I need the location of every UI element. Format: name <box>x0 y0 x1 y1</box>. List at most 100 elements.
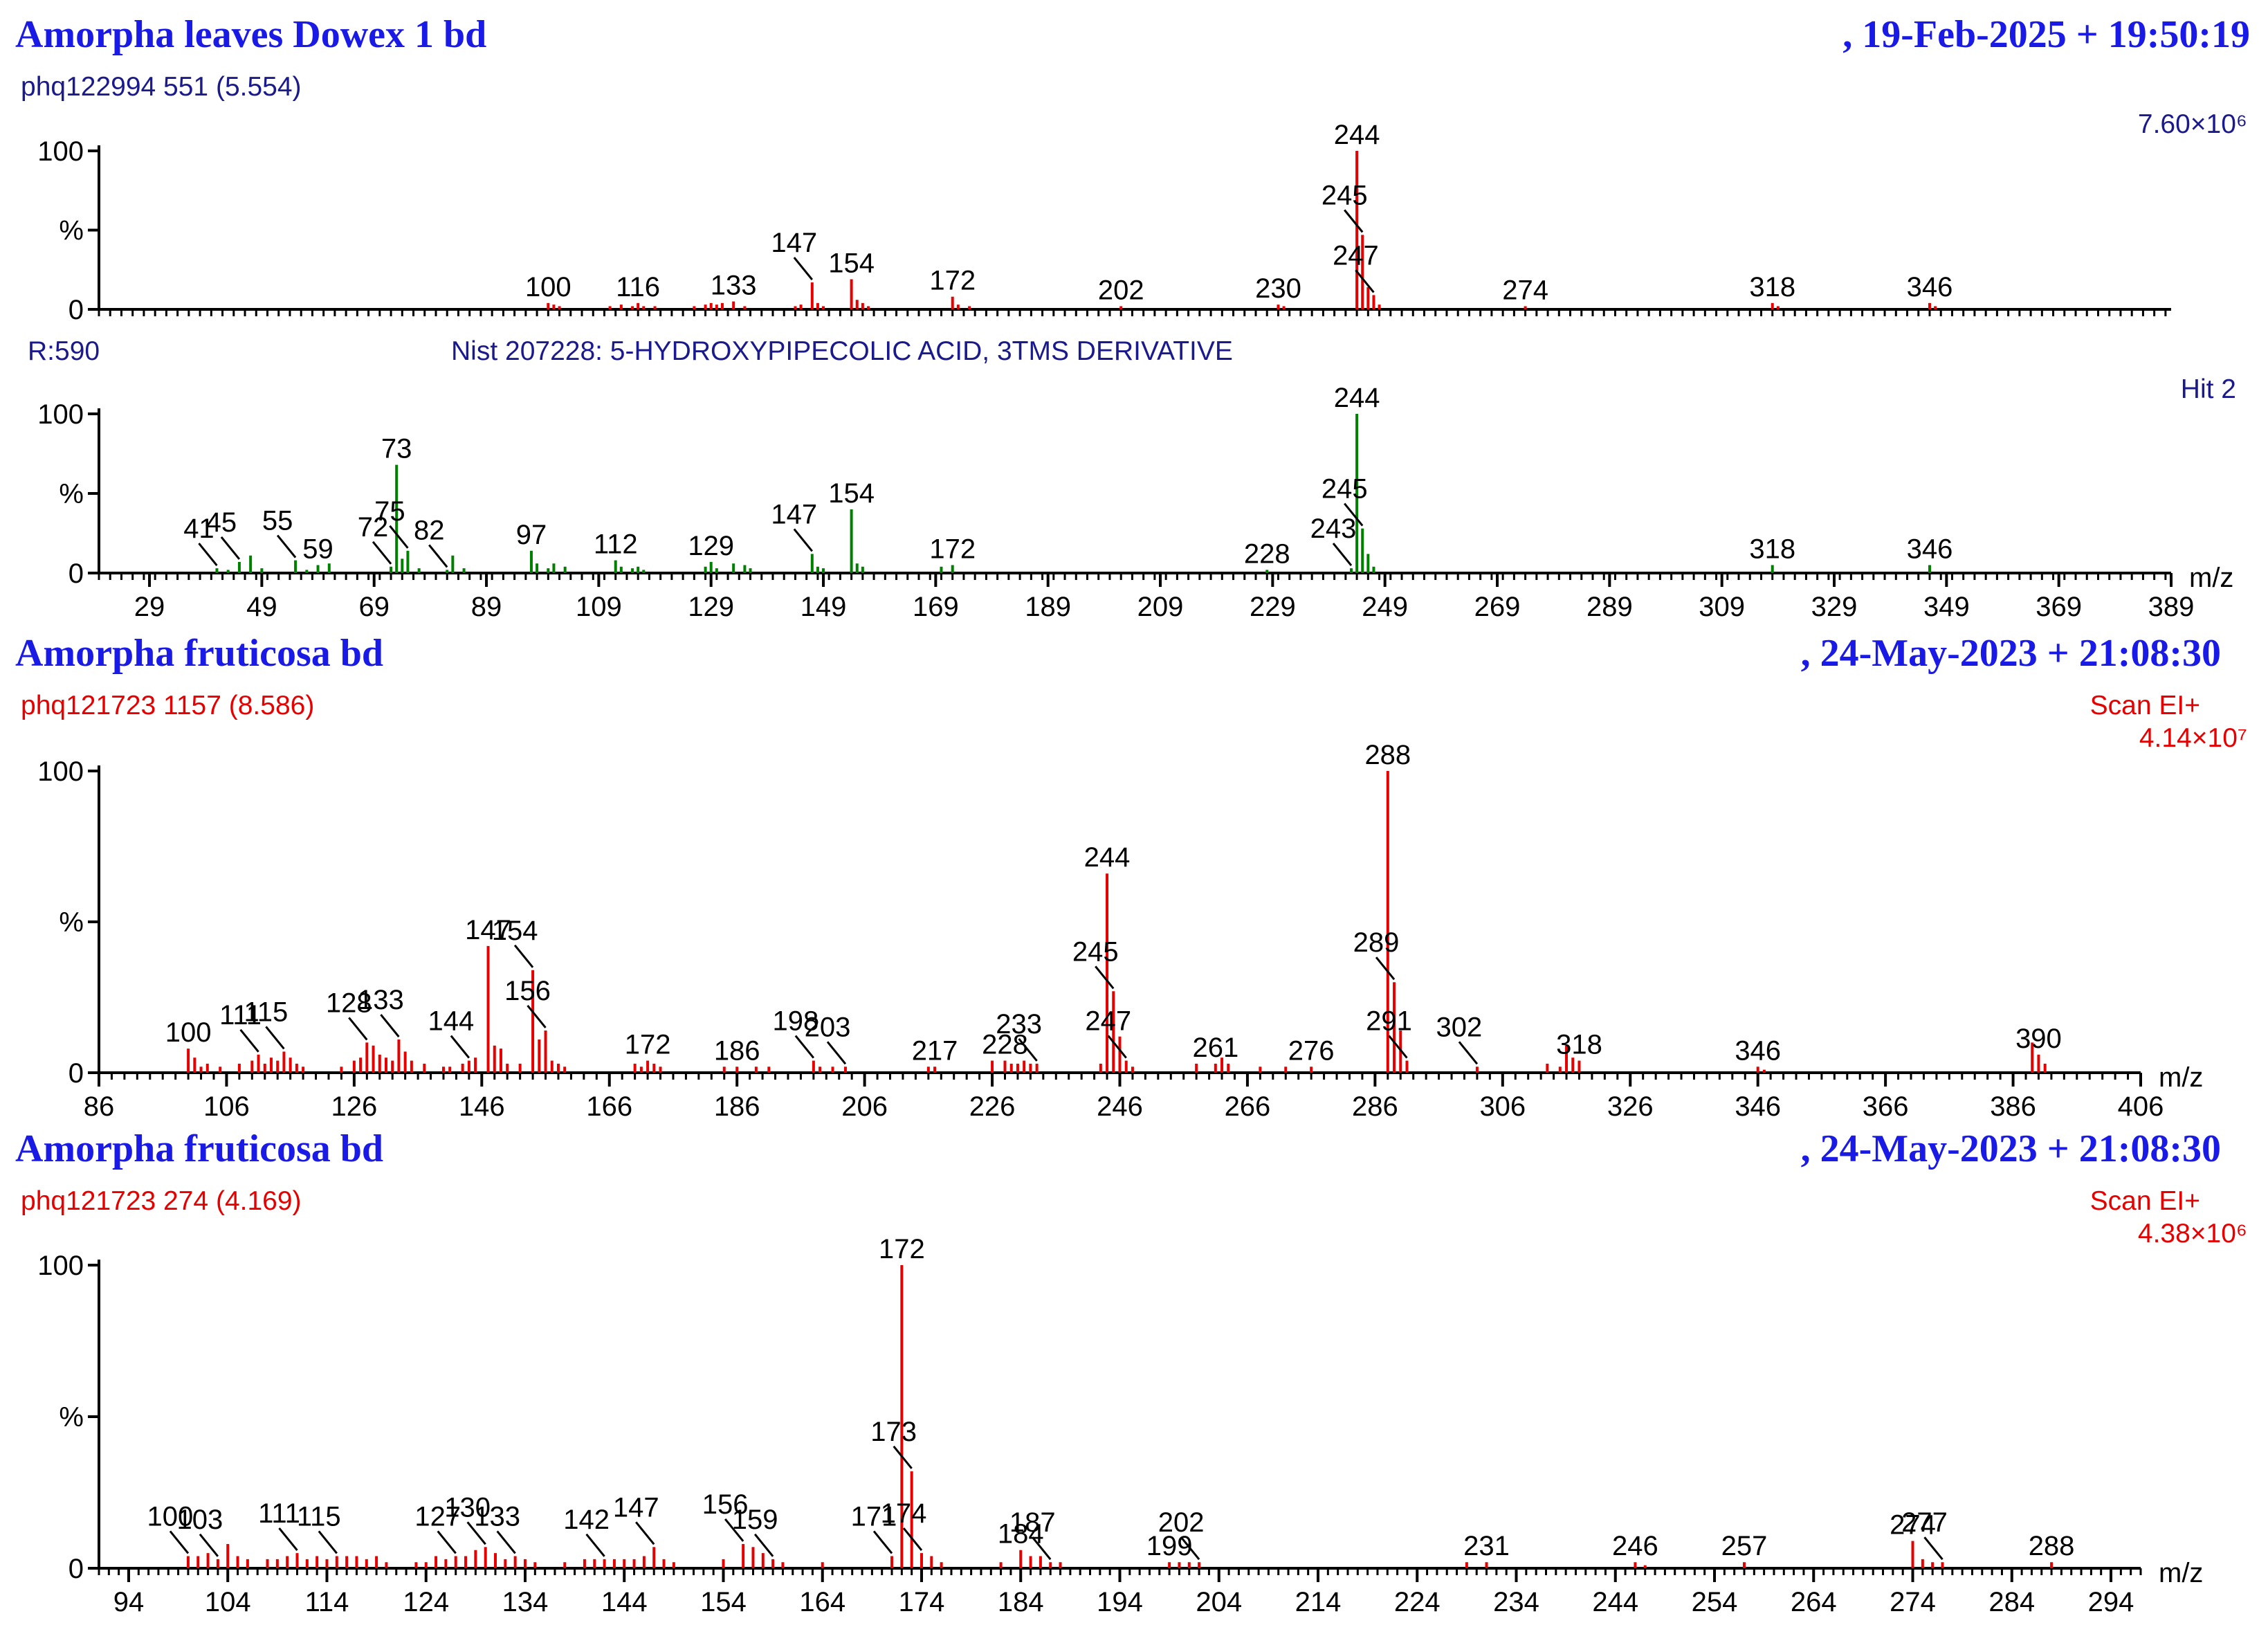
peak-label: 277 <box>1901 1507 1948 1538</box>
x-tick-label: 226 <box>969 1091 1016 1122</box>
acquisition-timestamp: , 19-Feb-2025 + 19:50:19 <box>1842 13 2250 56</box>
x-tick-label: 149 <box>801 592 847 622</box>
x-tick-label: 166 <box>586 1091 632 1122</box>
peak-label: 111 <box>219 1000 262 1031</box>
peak-label: 202 <box>1098 275 1144 305</box>
x-tick-label: 104 <box>205 1587 251 1617</box>
x-tick-label: 204 <box>1196 1587 1242 1617</box>
x-tick-label: 164 <box>799 1587 845 1617</box>
x-tick-label: 169 <box>913 592 959 622</box>
peak-label: 154 <box>828 478 875 509</box>
peak-label: 203 <box>805 1012 851 1042</box>
x-tick-label: 266 <box>1225 1091 1271 1122</box>
acquisition-timestamp: , 24-May-2023 + 21:08:30 <box>1800 1127 2221 1170</box>
peak-label-leader <box>437 1530 457 1554</box>
x-tick-label: 326 <box>1607 1091 1654 1122</box>
x-tick-label: 89 <box>471 592 502 622</box>
peak-label: 173 <box>870 1417 917 1447</box>
peak-label: 75 <box>374 496 405 527</box>
y-tick-label: 0 <box>68 295 84 325</box>
peak-label: 130 <box>444 1492 491 1523</box>
x-tick-label: 244 <box>1592 1587 1638 1617</box>
intensity-scale: 7.60×10⁶ <box>2137 109 2247 139</box>
peak-label: 172 <box>929 534 976 565</box>
peak-label: 172 <box>625 1030 671 1060</box>
x-tick-label: 124 <box>403 1587 449 1617</box>
sample-title: Amorpha leaves Dowex 1 bd <box>15 13 487 56</box>
peak-label-leader <box>1388 1035 1408 1059</box>
x-tick-label: 144 <box>601 1587 648 1617</box>
x-tick-label: 389 <box>2148 592 2195 622</box>
peak-label: 147 <box>613 1492 659 1523</box>
hit-rank: Hit 2 <box>2180 374 2236 404</box>
peak-label-leader <box>826 1041 847 1065</box>
peak-label-leader <box>1107 1035 1127 1059</box>
x-tick-label: 109 <box>576 592 622 622</box>
peak-label: 133 <box>358 985 404 1015</box>
x-tick-label: 114 <box>305 1587 349 1617</box>
x-tick-label: 349 <box>1923 592 1970 622</box>
scan-id: phq121723 1157 (8.586) <box>21 691 315 720</box>
x-tick-label: 224 <box>1394 1587 1441 1617</box>
peak-label-leader <box>513 944 534 968</box>
x-tick-label: 129 <box>688 592 734 622</box>
peak-label-leader <box>585 1533 605 1557</box>
peak-label: 73 <box>381 434 412 464</box>
y-tick-label: % <box>59 479 84 509</box>
x-tick-label: 286 <box>1352 1091 1398 1122</box>
match-score: R:590 <box>28 336 100 366</box>
x-tick-label: 289 <box>1586 592 1633 622</box>
peak-label: 346 <box>1735 1035 1781 1066</box>
x-tick-label: 174 <box>899 1587 945 1617</box>
peak-label-leader <box>428 544 448 568</box>
peak-label-leader <box>389 525 409 549</box>
peak-label: 276 <box>1288 1035 1335 1066</box>
peak-label: 172 <box>929 266 976 296</box>
intensity-scale: 4.38×10⁶ <box>2137 1219 2247 1249</box>
peak-label: 346 <box>1907 534 1953 565</box>
x-tick-label: 284 <box>1988 1587 2035 1617</box>
peak-label-leader <box>872 1530 893 1554</box>
peak-label: 291 <box>1366 1006 1412 1037</box>
x-tick-label: 49 <box>246 592 277 622</box>
peak-label-leader <box>1458 1041 1479 1065</box>
peak-label-leader <box>1375 956 1396 981</box>
y-tick-label: 0 <box>68 1554 84 1584</box>
peak-label: 274 <box>1890 1510 1936 1541</box>
peak-label: 133 <box>711 271 757 301</box>
x-tick-label: 189 <box>1025 592 1071 622</box>
x-tick-label: 269 <box>1474 592 1521 622</box>
y-tick-label: 0 <box>68 559 84 589</box>
peak-label-leader <box>793 257 813 281</box>
peak-label-leader <box>1180 1536 1200 1561</box>
peak-label: 233 <box>996 1009 1042 1040</box>
x-tick-label: 406 <box>2118 1091 2164 1122</box>
y-tick-label: 0 <box>68 1058 84 1089</box>
spectrum-panel-1: 100% 0 100 116 133 147 154 172 202 230 244 245 247 27… <box>37 120 2171 325</box>
peak-label-leader <box>198 543 218 567</box>
peak-label-leader <box>893 1445 913 1469</box>
peak-label: 116 <box>616 272 660 302</box>
x-tick-label: 209 <box>1137 592 1184 622</box>
x-tick-label: 186 <box>714 1091 760 1122</box>
peak-label: 289 <box>1353 927 1400 958</box>
x-tick-label: 254 <box>1692 1587 1738 1617</box>
peak-label: 147 <box>771 228 817 258</box>
peak-label-leader <box>169 1530 190 1554</box>
peak-label-leader <box>635 1521 655 1545</box>
scan-type: Scan EI+ <box>2089 691 2200 720</box>
y-tick-label: % <box>59 907 84 938</box>
peak-label: 199 <box>1146 1531 1193 1561</box>
x-tick-label: 206 <box>841 1091 888 1122</box>
peak-label: 245 <box>1072 936 1119 967</box>
y-tick-label: % <box>59 1402 84 1433</box>
peak-label-leader <box>220 536 241 560</box>
peak-label: 144 <box>428 1006 474 1037</box>
peak-label: 171 <box>851 1501 897 1532</box>
scan-id: phq121723 274 (4.169) <box>21 1186 302 1216</box>
peak-label: 59 <box>302 534 333 565</box>
spectrum-panel-2: 100% 0 29 49 69 89 109 129 149 169 189 209 229 249 269… <box>37 383 2233 622</box>
x-tick-label: 274 <box>1890 1587 1936 1617</box>
library-entry: Nist 207228: 5-HYDROXYPIPECOLIC ACID, 3T… <box>451 336 1233 366</box>
x-tick-label: 306 <box>1479 1091 1526 1122</box>
